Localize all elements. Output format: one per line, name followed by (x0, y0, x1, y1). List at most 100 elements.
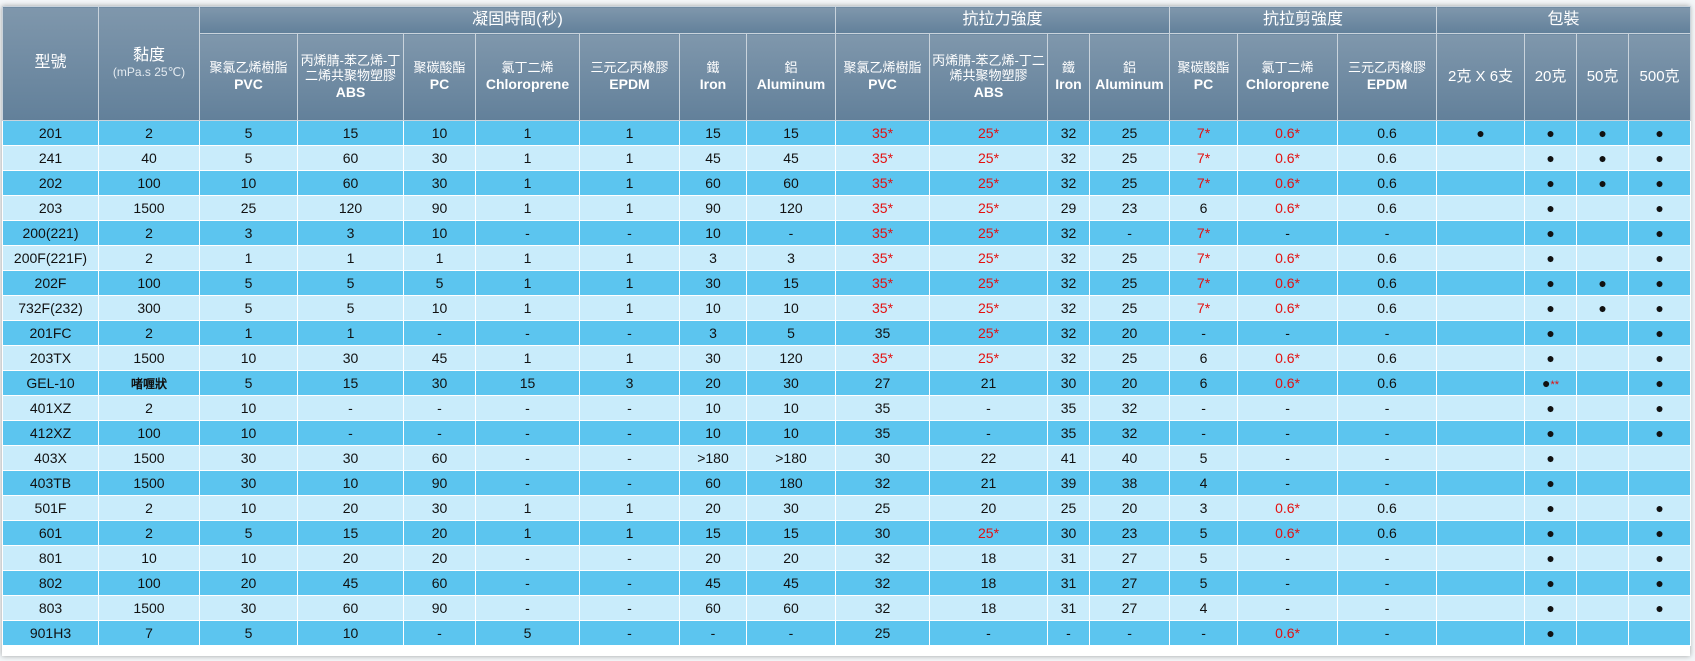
value-cell: 7* (1169, 270, 1239, 296)
value-cell: 32 (1047, 120, 1091, 146)
value-cell: 18 (929, 570, 1049, 596)
value-cell: - (475, 320, 580, 346)
value-cell: 32 (1047, 270, 1091, 296)
value-cell: 30 (297, 445, 404, 471)
value-cell (1576, 320, 1630, 346)
value-cell (1628, 470, 1692, 496)
value-cell: - (579, 595, 680, 621)
value-cell: 3 (679, 245, 747, 271)
value-cell: ● (1628, 495, 1692, 521)
value-cell (1576, 345, 1630, 371)
value-cell: 25* (929, 345, 1049, 371)
value-cell: 60 (679, 470, 747, 496)
value-cell (1576, 370, 1630, 396)
value-cell: 32 (1047, 170, 1091, 196)
value-cell: - (297, 395, 404, 421)
value-cell: - (1337, 395, 1438, 421)
value-cell: 120 (297, 195, 404, 221)
value-cell: 1 (403, 245, 476, 271)
value-cell: 27 (1089, 570, 1171, 596)
value-cell: 30 (835, 445, 931, 471)
model-cell: 801 (2, 545, 99, 571)
value-cell: ● (1628, 595, 1692, 621)
value-cell: 5 (199, 520, 298, 546)
value-cell: 20 (297, 495, 404, 521)
value-cell: 3 (579, 370, 680, 396)
value-cell: - (579, 470, 680, 496)
value-cell: 0.6* (1237, 145, 1339, 171)
value-cell: 15 (679, 120, 747, 146)
value-cell: 30 (403, 170, 476, 196)
value-cell: - (579, 395, 680, 421)
value-cell: 30 (199, 595, 298, 621)
value-cell: ● (1524, 545, 1578, 571)
value-cell (1576, 195, 1630, 221)
value-cell: ● (1524, 295, 1578, 321)
shear-col-header-epdm: 三元乙丙橡膠 EPDM (1337, 33, 1438, 121)
value-cell: 2 (98, 395, 200, 421)
value-cell: ● (1628, 370, 1692, 396)
footnote-mark: ** (1550, 379, 1560, 391)
value-cell: 40 (1089, 445, 1171, 471)
value-cell (1576, 545, 1630, 571)
value-cell: 10 (199, 170, 298, 196)
value-cell: 15 (679, 520, 747, 546)
value-cell: 6 (1169, 370, 1239, 396)
value-cell: 3 (199, 220, 298, 246)
model-cell: 241 (2, 145, 99, 171)
value-cell (1576, 420, 1630, 446)
value-cell: ● (1628, 195, 1692, 221)
value-cell: - (1337, 570, 1438, 596)
value-cell: 22 (929, 445, 1049, 471)
value-cell (1436, 170, 1526, 196)
value-cell: - (579, 320, 680, 346)
value-cell: 1 (475, 170, 580, 196)
value-cell: 32 (1089, 420, 1171, 446)
value-cell: 4 (1169, 595, 1239, 621)
value-cell: 1 (475, 195, 580, 221)
model-cell: GEL-10 (2, 370, 99, 396)
value-cell: 7* (1169, 245, 1239, 271)
value-cell: - (1169, 320, 1239, 346)
value-cell: - (929, 420, 1049, 446)
value-cell: ● (1524, 470, 1578, 496)
value-cell: 0.6* (1237, 120, 1339, 146)
value-cell: 1 (579, 520, 680, 546)
value-cell: - (475, 220, 580, 246)
value-cell: ● (1436, 120, 1526, 146)
cure-col-header-aluminum: 鋁 Aluminum (745, 33, 837, 121)
value-cell: 30 (403, 370, 476, 396)
value-cell: - (929, 395, 1049, 421)
value-cell: 5 (199, 295, 298, 321)
value-cell: 45 (679, 570, 747, 596)
value-cell: - (475, 395, 580, 421)
value-cell: 32 (1047, 245, 1091, 271)
value-cell: 30 (679, 270, 747, 296)
value-cell: 10 (297, 620, 404, 646)
value-cell: 120 (745, 345, 837, 371)
value-cell: ●** (1524, 370, 1578, 396)
value-cell: 10 (403, 295, 476, 321)
value-cell: 25 (1089, 345, 1171, 371)
value-cell: 5 (745, 320, 837, 346)
value-cell: - (1169, 420, 1239, 446)
value-cell: ● (1576, 270, 1630, 296)
value-cell: 32 (835, 595, 931, 621)
value-cell: 32 (835, 470, 931, 496)
value-cell: - (929, 620, 1049, 646)
value-cell: 60 (403, 445, 476, 471)
value-cell (1436, 320, 1526, 346)
value-cell: 32 (1089, 395, 1171, 421)
value-cell: 1 (579, 120, 680, 146)
table-row: 412XZ 100 10- - - -10 10 35-35 32- - - ● ● (2, 420, 1692, 446)
value-cell (1436, 470, 1526, 496)
value-cell: ● (1576, 145, 1630, 171)
value-cell: 0.6 (1337, 495, 1438, 521)
value-cell: 7* (1169, 170, 1239, 196)
value-cell: 90 (403, 195, 476, 221)
value-cell: 25 (1089, 245, 1171, 271)
value-cell: 15 (745, 270, 837, 296)
model-cell: 803 (2, 595, 99, 621)
value-cell: 10 (403, 120, 476, 146)
pack-col-header-0: 2克 X 6支 (1436, 33, 1526, 121)
